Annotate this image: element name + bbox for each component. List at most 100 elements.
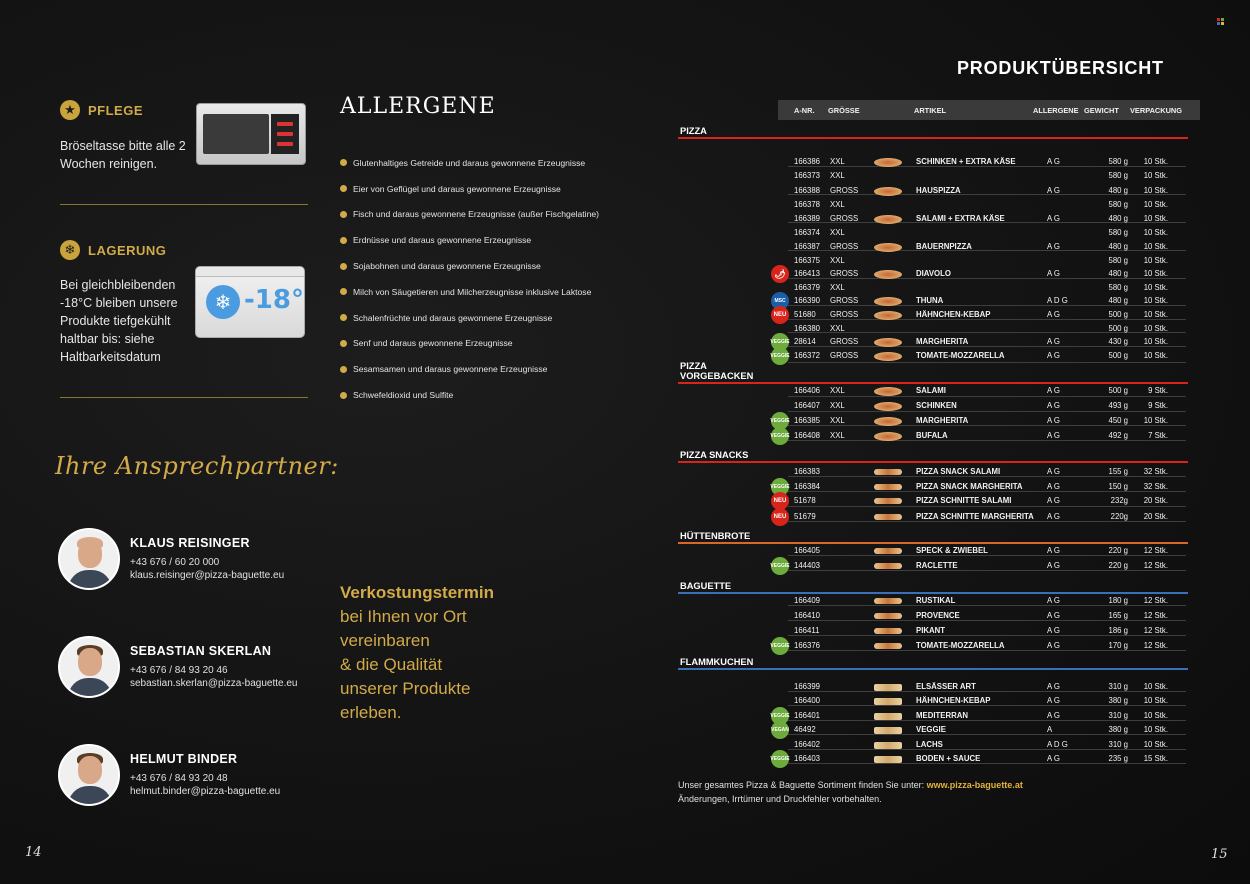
cell-pack: 10 Stk.	[1143, 416, 1168, 425]
allergen-item: Milch von Säugetieren und Milcherzeugnis…	[340, 279, 620, 305]
cell-pack: 9 Stk.	[1148, 386, 1168, 395]
cell-anr: 166378	[794, 200, 821, 209]
cell-name: SALAMI	[916, 386, 946, 395]
cell-weight: 500 g	[1108, 310, 1128, 319]
cell-pack: 10 Stk.	[1143, 696, 1168, 705]
cell-pack: 10 Stk.	[1143, 337, 1168, 346]
table-row: 166407 XXL SCHINKEN A G 493 g 9 Stk.	[678, 399, 1188, 413]
contact-name: KLAUS REISINGER	[130, 536, 250, 550]
cell-name: TOMATE-MOZZARELLA	[916, 351, 1005, 360]
product-image	[874, 432, 902, 441]
product-image	[874, 742, 902, 749]
pflege-title: PFLEGE	[88, 102, 144, 118]
cell-anr: 166406	[794, 386, 821, 395]
table-row: 166411 PIKANT A G 186 g 12 Stk.	[678, 624, 1188, 638]
table-row: 51678 PIZZA SCHNITTE SALAMI A G 232g 20 Stk.	[678, 494, 1188, 508]
cell-anr: 166385	[794, 416, 821, 425]
pflege-text: Bröseltasse bitte alle 2 Wochen reinigen…	[60, 139, 186, 171]
cell-allergens: A G	[1047, 482, 1061, 491]
freezer-image: ❄ -18°	[195, 266, 305, 338]
cell-weight: 500 g	[1108, 351, 1128, 360]
cell-size: GROSS	[830, 214, 859, 223]
allergen-item: Fisch und daraus gewonnene Erzeugnisse (…	[340, 202, 620, 228]
contact-card: KLAUS REISINGER +43 676 / 60 20 000 klau…	[58, 528, 284, 590]
column-header: GEWICHT	[1084, 106, 1119, 115]
neu-badge-icon: NEU	[771, 492, 789, 510]
cell-weight: 380 g	[1108, 696, 1128, 705]
lagerung-title: LAGERUNG	[88, 242, 167, 258]
cell-anr: 28614	[794, 337, 816, 346]
cell-anr: 166409	[794, 596, 821, 605]
cell-allergens: A G	[1047, 401, 1061, 410]
contact-email[interactable]: sebastian.skerlan@pizza-baguette.eu	[130, 678, 298, 689]
neu-badge-icon: NEU	[771, 306, 789, 324]
column-header: GRÖSSE	[828, 106, 860, 115]
cell-anr: 166383	[794, 467, 821, 476]
cell-allergens: A G	[1047, 641, 1061, 650]
table-row: 46492 VEGGIE A 380 g 10 Stk.	[678, 723, 1188, 737]
website-link[interactable]: www.pizza-baguette.at	[926, 780, 1023, 790]
cell-size: XXL	[830, 386, 845, 395]
cell-name: PIZZA SNACK MARGHERITA	[916, 482, 1023, 491]
verkostung-text: Verkostungstermin bei Ihnen vor Ort vere…	[340, 581, 560, 725]
contact-email[interactable]: klaus.reisinger@pizza-baguette.eu	[130, 570, 285, 581]
product-image	[874, 297, 902, 306]
cell-pack: 10 Stk.	[1143, 740, 1168, 749]
cell-allergens: A	[1047, 725, 1053, 734]
cell-pack: 10 Stk.	[1143, 228, 1168, 237]
cell-weight: 380 g	[1108, 725, 1128, 734]
cell-name: SPECK & ZWIEBEL	[916, 546, 988, 555]
avatar	[58, 528, 120, 590]
cell-pack: 12 Stk.	[1143, 561, 1168, 570]
allergene-title: ALLERGENE	[340, 94, 496, 119]
allergen-item: Schalenfrüchte und daraus gewonnene Erze…	[340, 305, 620, 331]
row-separator	[788, 319, 1186, 320]
contact-card: SEBASTIAN SKERLAN +43 676 / 84 93 20 46 …	[58, 636, 297, 698]
cell-anr: 166401	[794, 711, 821, 720]
contact-phone[interactable]: +43 676 / 84 93 20 48	[130, 773, 228, 784]
cell-anr: 166375	[794, 256, 821, 265]
cell-pack: 12 Stk.	[1143, 546, 1168, 555]
table-row: 166399 ELSÄSSER ART A G 310 g 10 Stk.	[678, 680, 1188, 694]
contact-phone[interactable]: +43 676 / 84 93 20 46	[130, 665, 228, 676]
contact-email[interactable]: helmut.binder@pizza-baguette.eu	[130, 786, 281, 797]
cell-pack: 12 Stk.	[1143, 596, 1168, 605]
column-header: A-NR.	[794, 106, 815, 115]
vegan-badge-icon: VEGAN	[771, 721, 789, 739]
oven-image	[196, 103, 306, 165]
category-label: FLAMMKUCHEN	[680, 657, 754, 667]
cell-allergens: A G	[1047, 386, 1061, 395]
cell-name: SALAMI + EXTRA KÄSE	[916, 214, 1005, 223]
column-header: VERPACKUNG	[1130, 106, 1183, 115]
row-separator	[788, 506, 1186, 507]
veggie-badge-icon: VEGGIE	[770, 557, 790, 575]
table-row: 28614 GROSS MARGHERITA A G 430 g 10 Stk.	[678, 335, 1188, 349]
row-separator	[788, 491, 1186, 492]
product-image	[874, 514, 902, 520]
verkostung-line: bei Ihnen vor Ort	[340, 607, 467, 626]
cell-anr: 166372	[794, 351, 821, 360]
row-separator	[788, 570, 1186, 571]
cell-size: XXL	[830, 416, 845, 425]
row-separator	[788, 305, 1186, 306]
contact-phone[interactable]: +43 676 / 60 20 000	[130, 557, 220, 568]
cell-allergens: A G	[1047, 754, 1061, 763]
cell-weight: 580 g	[1108, 283, 1128, 292]
cell-anr: 166403	[794, 754, 821, 763]
cell-name: HÄHNCHEN-KEBAP	[916, 696, 991, 705]
cell-weight: 220 g	[1108, 546, 1128, 555]
column-header: ARTIKEL	[914, 106, 947, 115]
contact-card: HELMUT BINDER +43 676 / 84 93 20 48 helm…	[58, 744, 280, 806]
table-header: A-NR. GRÖSSE ARTIKEL ALLERGENE GEWICHT V…	[778, 100, 1200, 120]
cell-anr: 166407	[794, 401, 821, 410]
cell-allergens: A G	[1047, 711, 1061, 720]
category-label: HÜTTENBROTE	[680, 531, 751, 541]
cell-name: THUNA	[916, 296, 944, 305]
cell-anr: 144403	[794, 561, 821, 570]
contact-name: SEBASTIAN SKERLAN	[130, 644, 272, 658]
verkostung-line: vereinbaren	[340, 631, 430, 650]
cell-size: XXL	[830, 228, 845, 237]
product-image	[874, 727, 902, 734]
cell-name: PIZZA SCHNITTE MARGHERITA	[916, 512, 1034, 521]
product-image	[874, 628, 902, 634]
